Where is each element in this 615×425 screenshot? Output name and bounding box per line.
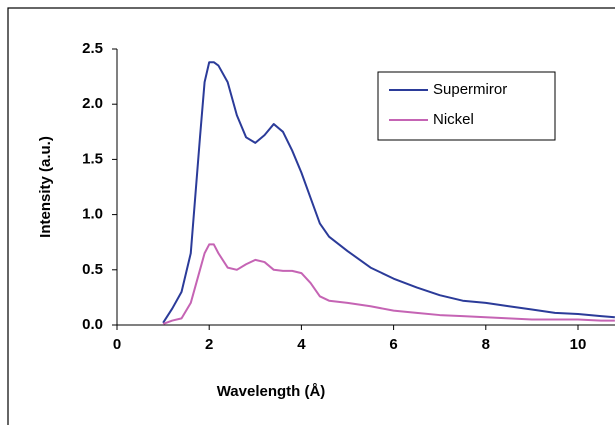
x-tick-label: 0 [113,336,121,353]
x-tick-label: 6 [389,336,397,353]
x-tick-label: 4 [297,336,306,353]
y-axis-title: Intensity (a.u.) [37,136,54,238]
y-tick-label: 1.5 [82,150,103,167]
y-tick-label: 2.0 [82,95,103,112]
legend-label: Supermiror [433,81,507,98]
y-tick-label: 0.5 [82,261,103,278]
y-tick-label: 2.5 [82,40,103,57]
series-line [162,61,615,324]
x-axis-title: Wavelength (Å) [217,383,326,400]
x-tick-label: 2 [205,336,213,353]
y-tick-label: 0.0 [82,316,103,333]
legend-label: Nickel [433,111,474,128]
plot-area [162,61,615,325]
series-line [162,243,615,325]
legend [377,71,556,141]
x-tick-label: 10 [570,336,587,353]
chart-border [7,7,615,425]
x-tick-label: 8 [482,336,490,353]
y-tick-label: 1.0 [82,206,103,223]
